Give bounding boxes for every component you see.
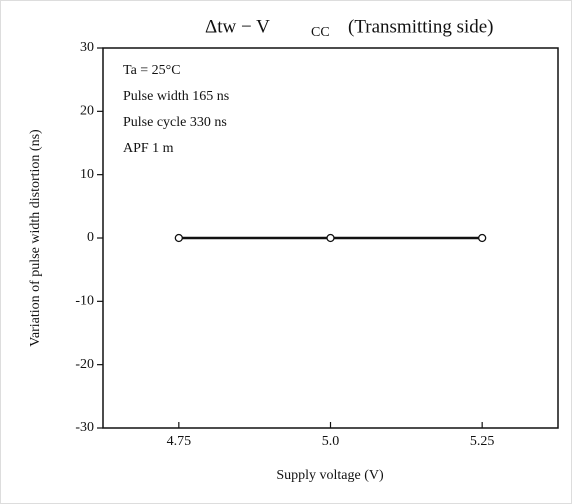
x-tick-label: 4.75 (167, 434, 192, 449)
x-axis-label: Supply voltage (V) (276, 468, 384, 483)
y-tick-label: 10 (80, 167, 94, 182)
y-tick-label: 20 (80, 104, 94, 119)
x-tick-label: 5.25 (470, 434, 495, 449)
chart-title-suffix: (Transmitting side) (348, 16, 494, 37)
y-tick-label: -20 (75, 357, 94, 372)
y-tick-label: 30 (80, 40, 94, 55)
data-point (326, 233, 335, 243)
annotation: Pulse width 165 ns (123, 89, 229, 104)
y-axis-label: Variation of pulse width distortion (ns) (28, 129, 43, 347)
chart-title-subscript: CC (311, 25, 330, 40)
data-point (174, 233, 183, 243)
y-tick-label: -30 (75, 420, 94, 435)
annotation: Pulse cycle 330 ns (123, 115, 227, 130)
y-tick-label: -10 (75, 294, 94, 309)
annotation: APF 1 m (123, 141, 174, 156)
chart-title: Δtw − V (205, 16, 270, 37)
data-point (478, 233, 487, 243)
annotation: Ta = 25°C (123, 63, 181, 78)
y-tick-label: 0 (87, 230, 94, 245)
x-tick-label: 5.0 (322, 434, 340, 449)
